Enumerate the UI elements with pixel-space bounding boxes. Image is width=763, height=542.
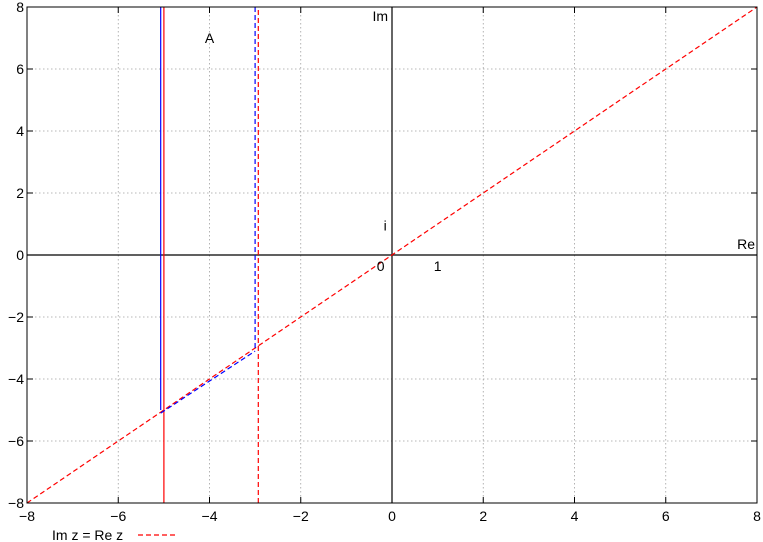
y-tick-label: 8 xyxy=(16,0,24,15)
y-tick-label: 2 xyxy=(16,185,24,201)
y-tick-label: 4 xyxy=(16,123,24,139)
x-tick-label: −8 xyxy=(19,508,35,524)
x-tick-label: 0 xyxy=(388,508,396,524)
x-tick-label: 8 xyxy=(753,508,761,524)
imaginary-axis-label: Im xyxy=(372,8,388,24)
y-tick-label: 6 xyxy=(16,61,24,77)
label-zero: 0 xyxy=(377,258,385,274)
x-tick-label: 6 xyxy=(662,508,670,524)
x-tick-label: −2 xyxy=(293,508,309,524)
y-tick-label: −4 xyxy=(8,371,24,387)
x-tick-label: 4 xyxy=(571,508,579,524)
tick-labels: −8 −6 −4 −2 0 2 4 6 8 −8 −6 −4 −2 0 2 4 6 8 xyxy=(8,0,761,524)
y-tick-label: 0 xyxy=(16,247,24,263)
x-tick-label: −4 xyxy=(202,508,218,524)
y-tick-label: −8 xyxy=(8,495,24,511)
label-one: 1 xyxy=(434,258,442,274)
series xyxy=(26,6,758,504)
label-a: A xyxy=(205,30,215,46)
annotations: Re Im Ai 0 1 xyxy=(205,8,755,274)
label-i: i xyxy=(384,218,387,234)
red-dashed-line xyxy=(26,6,758,504)
x-tick-label: 2 xyxy=(479,508,487,524)
y-tick-label: −6 xyxy=(8,433,24,449)
x-tick-label: −6 xyxy=(110,508,126,524)
blue-dashed-line xyxy=(160,350,256,414)
real-axis-label: Re xyxy=(737,236,755,252)
legend: Im z = Re z xyxy=(52,527,178,542)
y-tick-label: −2 xyxy=(8,309,24,325)
legend-label: Im z = Re z xyxy=(52,527,123,542)
